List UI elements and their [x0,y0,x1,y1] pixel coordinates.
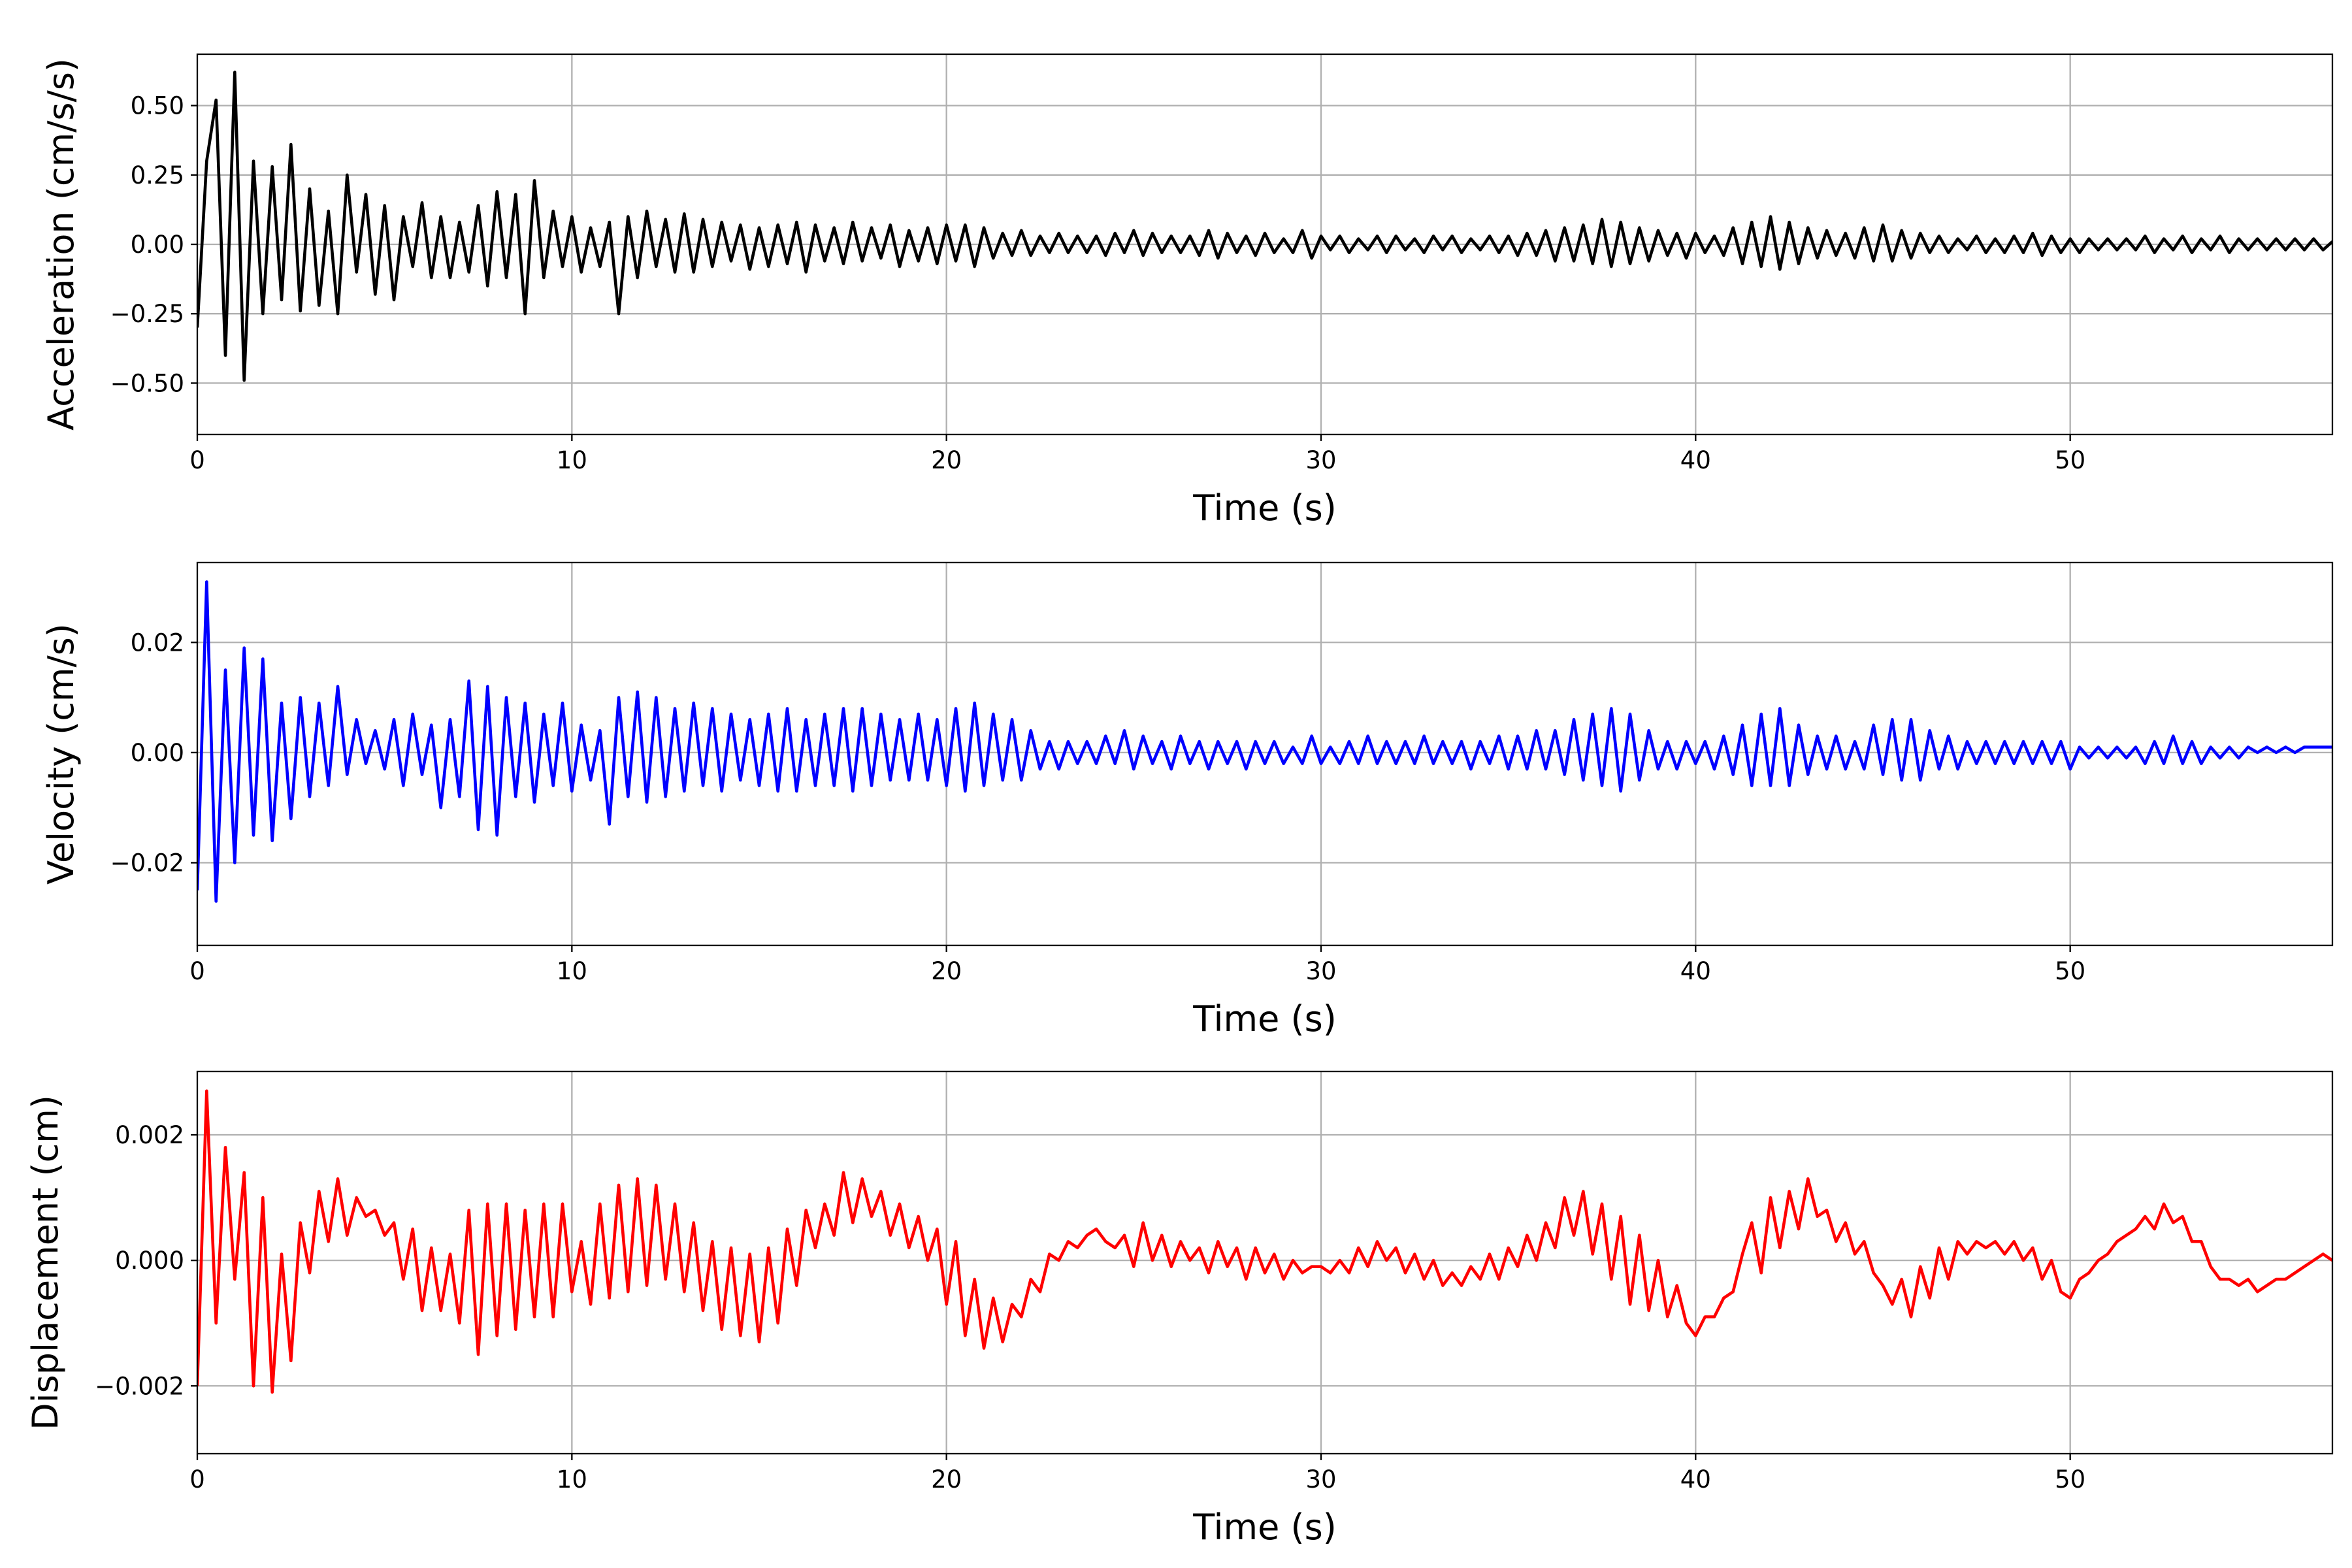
y-axis-label: Acceleration (cm/s/s) [41,58,82,431]
x-tick-label: 0 [189,446,205,474]
y-tick-label: 0.002 [115,1121,184,1149]
y-tick-label: −0.50 [110,369,184,397]
y-tick-label: 0.02 [131,629,184,657]
x-tick-label: 10 [557,1465,587,1494]
y-tick-label: −0.002 [95,1372,184,1400]
x-axis-label: Time (s) [1192,487,1337,529]
y-axis-label: Displacement (cm) [25,1095,66,1430]
x-tick-label: 10 [557,957,587,985]
x-tick-label: 10 [557,446,587,474]
y-tick-label: 0.00 [131,231,184,259]
velocity-axes: 0 10 20 30 40 50 −0.02 0.00 0.02 Time (s) Velocity… [41,561,2334,1039]
x-tick-label: 0 [189,1465,205,1494]
x-tick-label: 20 [931,1465,962,1494]
y-tick-label: 0.25 [131,161,184,189]
x-tick-label: 30 [1305,957,1336,985]
x-tick-label: 40 [1680,1465,1711,1494]
x-tick-label: 40 [1680,957,1711,985]
velocity-series-line [197,580,2332,903]
x-tick-label: 50 [2055,446,2085,474]
x-tick-label: 40 [1680,446,1711,474]
y-tick-label: −0.02 [110,849,184,877]
x-axis-label: Time (s) [1192,998,1337,1039]
y-axis-label: Velocity (cm/s) [41,623,82,885]
y-tick-label: 0.000 [115,1247,184,1275]
y-tick-label: 0.50 [131,92,184,120]
x-tick-label: 50 [2055,957,2085,985]
x-axis-label: Time (s) [1192,1507,1337,1548]
y-tick-label: −0.25 [110,300,184,328]
x-tick-label: 20 [931,446,962,474]
axes-frame [196,1070,2334,1455]
displacement-series-line [197,1089,2332,1394]
acceleration-series-line [197,71,2332,382]
x-tick-label: 30 [1305,1465,1336,1494]
y-tick-label: 0.00 [131,739,184,767]
axes-frame [196,561,2334,947]
x-tick-label: 50 [2055,1465,2085,1494]
x-tick-label: 0 [189,957,205,985]
x-tick-label: 20 [931,957,962,985]
x-tick-label: 30 [1305,446,1336,474]
displacement-axes: 0 10 20 30 40 50 −0.002 0.000 0.002 Time (s) Displ… [25,1070,2334,1548]
acceleration-axes: 0 10 20 30 40 50 −0.50 −0.25 0.00 0.25 0.50 Time (s… [41,53,2334,529]
